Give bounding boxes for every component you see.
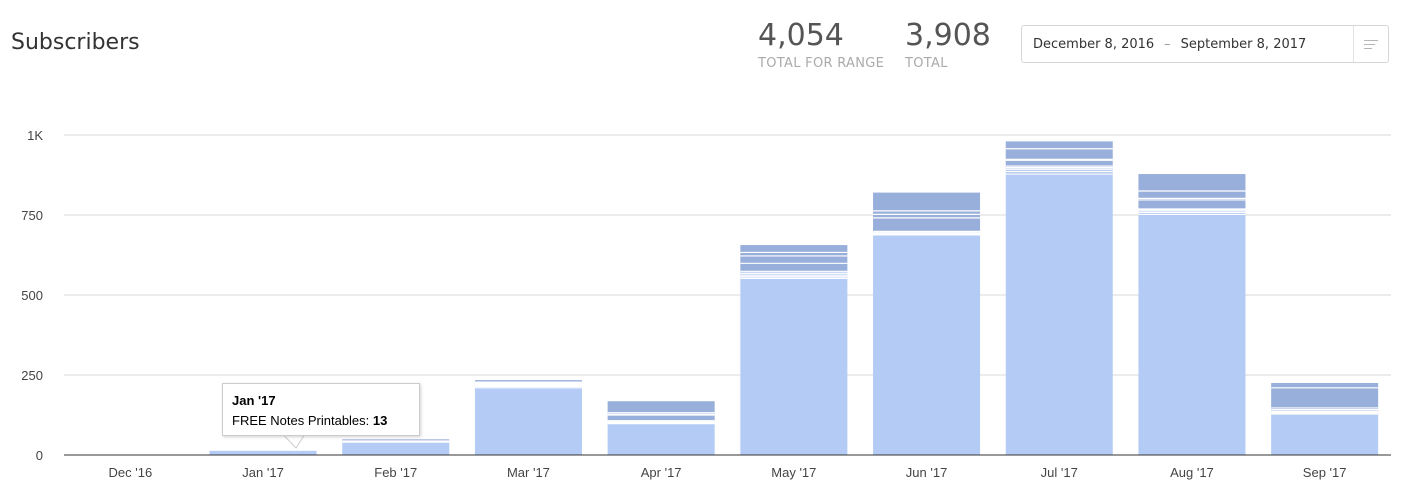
bar-segment[interactable] <box>1005 174 1113 456</box>
x-tick-label: Dec '16 <box>109 465 153 480</box>
stat-total-for-range: 4,054 TOTAL FOR RANGE <box>758 18 884 71</box>
y-tick-label: 1K <box>27 128 43 143</box>
bar-segment[interactable] <box>474 380 582 383</box>
date-start: December 8, 2016 <box>1033 37 1155 52</box>
x-tick-label: Mar '17 <box>507 465 550 480</box>
bar-segment[interactable] <box>740 245 848 253</box>
y-tick-label: 250 <box>21 368 43 383</box>
bar-segment[interactable] <box>1271 387 1379 408</box>
x-tick-label: Jan '17 <box>242 465 284 480</box>
bar-segment[interactable] <box>873 234 981 455</box>
x-tick-label: Feb '17 <box>374 465 417 480</box>
bar-segment[interactable] <box>1138 198 1246 200</box>
bar-segment[interactable] <box>873 214 981 218</box>
bar-segment[interactable] <box>1138 212 1246 215</box>
bar-segment[interactable] <box>740 276 848 279</box>
x-tick-label: Jun '17 <box>906 465 948 480</box>
bar-segment[interactable] <box>740 275 848 277</box>
bar-segment[interactable] <box>1271 383 1379 388</box>
bar-segment[interactable] <box>1005 169 1113 172</box>
bar-segment[interactable] <box>1138 210 1246 213</box>
bar-segment[interactable] <box>873 192 981 211</box>
bar-segment[interactable] <box>607 401 715 413</box>
x-tick-label: Aug '17 <box>1170 465 1214 480</box>
bar-segment[interactable] <box>740 263 848 272</box>
x-tick-label: May '17 <box>771 465 816 480</box>
bar-segment[interactable] <box>1005 171 1113 175</box>
tooltip-value: 13 <box>372 413 388 428</box>
stat-value: 3,908 <box>905 18 991 53</box>
bar-segment[interactable] <box>1005 160 1113 167</box>
bar-segment[interactable] <box>1005 148 1113 160</box>
bar-segment[interactable] <box>740 278 848 455</box>
bar-segment[interactable] <box>607 415 715 421</box>
x-tick-label: Apr '17 <box>641 465 682 480</box>
bar-segment[interactable] <box>342 439 450 441</box>
tooltip-pointer <box>282 435 305 449</box>
stat-total: 3,908 TOTAL <box>905 18 991 71</box>
bar-segment[interactable] <box>209 450 317 455</box>
bar-segment[interactable] <box>607 412 715 415</box>
tooltip-title: Jan '17 <box>232 393 276 408</box>
chart-bars <box>209 141 1379 456</box>
stat-label: TOTAL FOR RANGE <box>758 56 885 71</box>
bar-segment[interactable] <box>1138 191 1246 199</box>
bar-segment[interactable] <box>1005 141 1113 149</box>
bar-segment[interactable] <box>1138 209 1246 211</box>
date-range-menu-button[interactable] <box>1353 26 1388 62</box>
bar-segment[interactable] <box>1271 414 1379 455</box>
bar-segment[interactable] <box>1271 409 1379 412</box>
date-end: September 8, 2017 <box>1180 37 1307 52</box>
page-title: Subscribers <box>11 30 140 55</box>
bar-segment[interactable] <box>873 217 981 232</box>
bar-segment[interactable] <box>342 442 450 455</box>
bar-segment[interactable] <box>873 231 981 234</box>
bar-segment[interactable] <box>607 423 715 455</box>
date-separator: – <box>1164 37 1171 52</box>
stat-label: TOTAL <box>905 56 948 71</box>
tooltip-label: FREE Notes Printables: <box>232 413 373 428</box>
bar-segment[interactable] <box>474 386 582 388</box>
y-tick-label: 500 <box>21 288 43 303</box>
bar-segment[interactable] <box>1138 214 1246 455</box>
chart-tooltip: Jan '17 FREE Notes Printables: 13 <box>222 383 420 436</box>
date-range-text: December 8, 2016– September 8, 2017 <box>1033 37 1306 52</box>
bar-segment[interactable] <box>474 387 582 455</box>
bar-segment[interactable] <box>740 252 848 256</box>
bar-segment[interactable] <box>873 210 981 215</box>
bar-segment[interactable] <box>740 273 848 276</box>
date-range-picker[interactable]: December 8, 2016– September 8, 2017 <box>1021 25 1389 63</box>
bar-segment[interactable] <box>740 255 848 264</box>
bar-segment[interactable] <box>1271 407 1379 410</box>
y-tick-label: 0 <box>36 448 43 463</box>
x-tick-label: Sep '17 <box>1303 465 1347 480</box>
tooltip-body: FREE Notes Printables: 13 <box>232 413 410 428</box>
chart-axis: 0 250 500 750 1K Dec '16 Jan '17 Feb '17 Mar '17… <box>21 128 1391 480</box>
bar-segment[interactable] <box>1005 167 1113 170</box>
bar-segment[interactable] <box>740 271 848 274</box>
y-tick-label: 750 <box>21 208 43 223</box>
bar-segment[interactable] <box>1138 174 1246 191</box>
bar-segment[interactable] <box>1138 199 1246 209</box>
bar-segment[interactable] <box>1005 166 1113 168</box>
stat-value: 4,054 <box>758 18 844 53</box>
x-tick-label: Jul '17 <box>1041 465 1078 480</box>
